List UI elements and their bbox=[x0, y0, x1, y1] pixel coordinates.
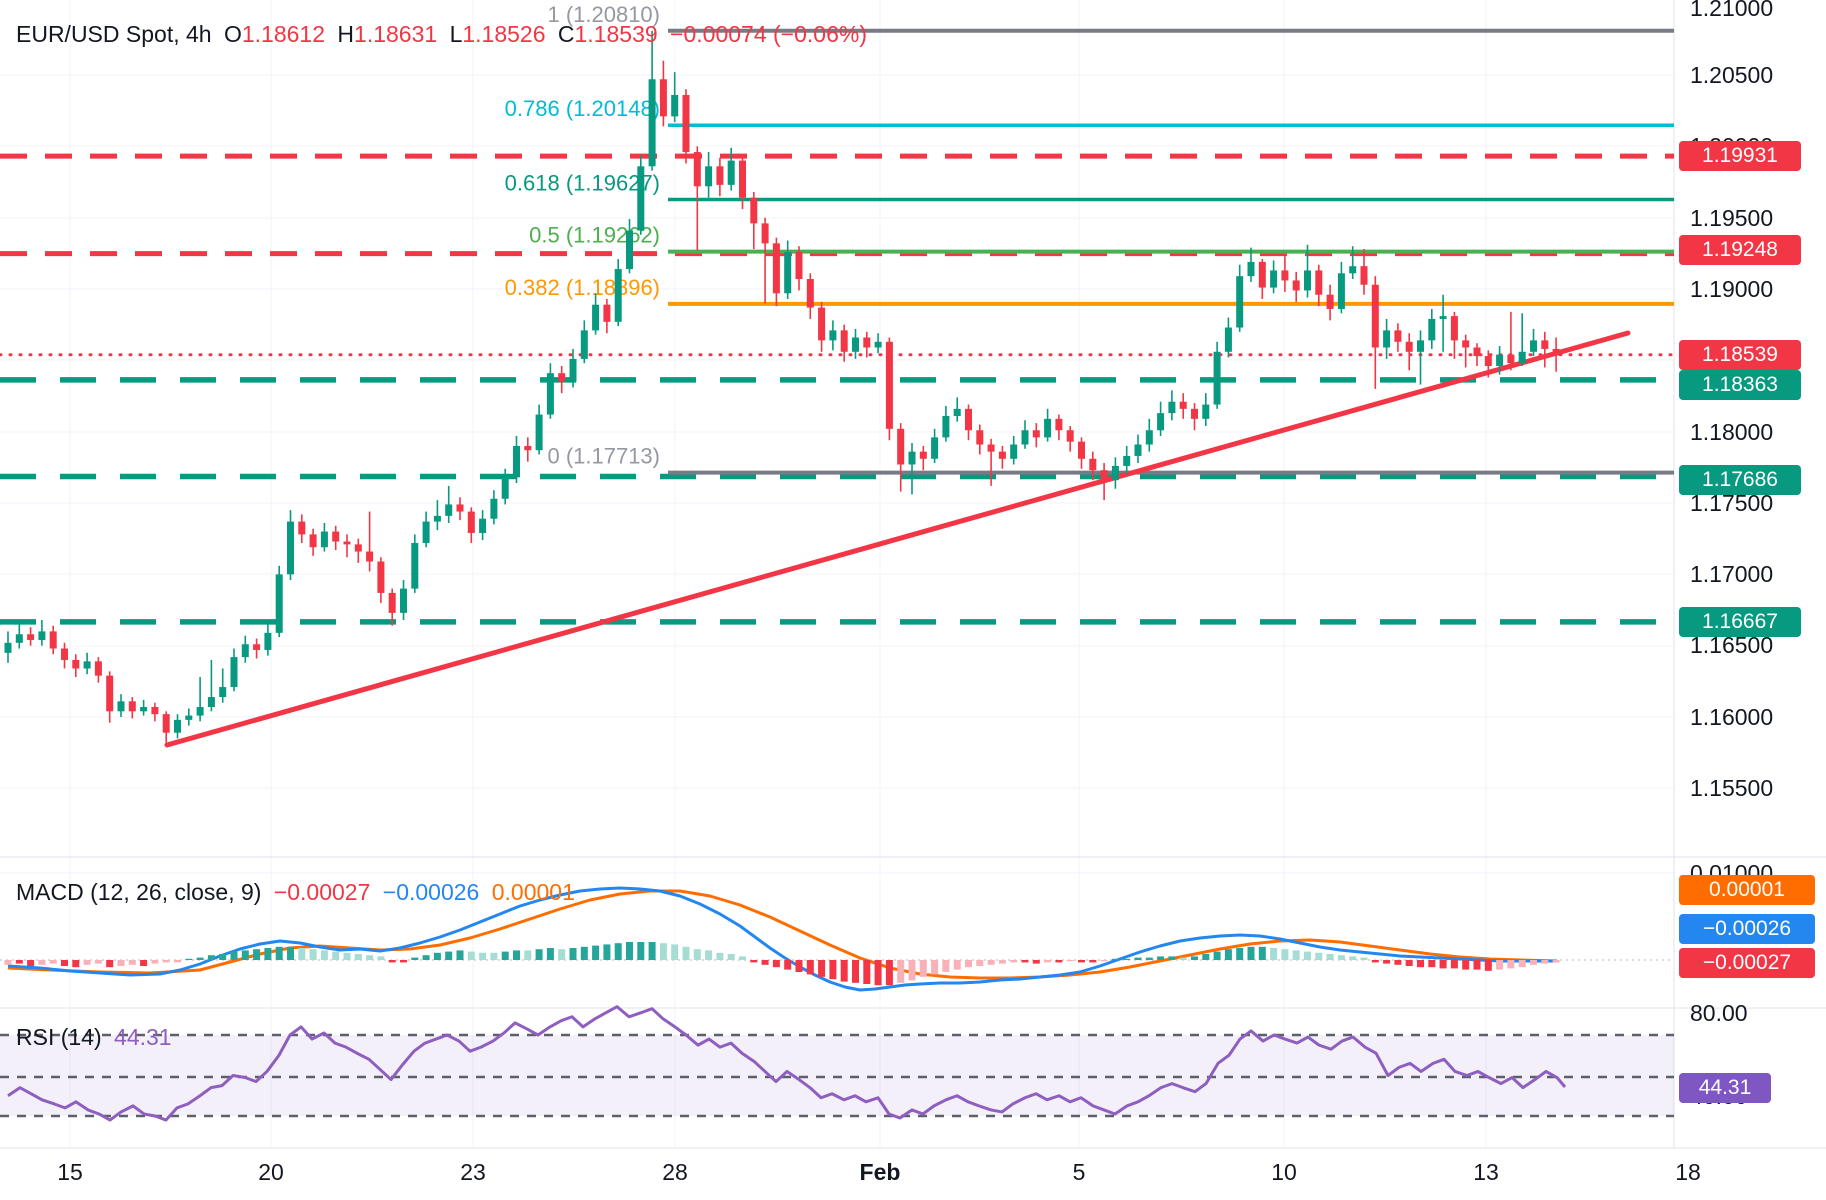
change-value: −0.00074 (−0.06%) bbox=[670, 21, 867, 47]
price-levels bbox=[0, 28, 1676, 625]
time-tick: 28 bbox=[662, 1159, 688, 1185]
rsi-value: 44.31 bbox=[114, 1024, 172, 1050]
close-label: C bbox=[557, 21, 575, 47]
grid-lines bbox=[0, 0, 1826, 1149]
fib-label: 1 (1.20810) bbox=[547, 2, 660, 27]
high-label: H bbox=[337, 21, 355, 47]
axis-badge-1.19248: 1.19248 bbox=[1679, 235, 1801, 265]
price-axis: 1.210001.205001.200001.195001.190001.180… bbox=[1690, 0, 1773, 1109]
macd-line bbox=[7, 886, 1557, 992]
low-value: 1.18526 bbox=[462, 21, 546, 47]
macd-legend: MACD (12, 26, close, 9) −0.00027 −0.0002… bbox=[16, 879, 581, 906]
low-label: L bbox=[449, 21, 463, 47]
price-tick: 1.17000 bbox=[1690, 561, 1773, 587]
price-tick: 1.16000 bbox=[1690, 704, 1773, 730]
axis-badge-1.19931: 1.19931 bbox=[1679, 141, 1801, 171]
time-tick: 15 bbox=[57, 1159, 83, 1185]
fib-label: 0.786 (1.20148) bbox=[505, 96, 660, 121]
close-value: 1.18539 bbox=[574, 21, 658, 47]
price-tick: 1.19000 bbox=[1690, 276, 1773, 302]
macd-hist-value: 0.00001 bbox=[491, 879, 575, 905]
macd-pane bbox=[0, 886, 1674, 992]
symbol-header: EUR/USD Spot, 4h O1.18612 H1.18631 L1.18… bbox=[16, 21, 873, 48]
rsi-line bbox=[7, 1005, 1567, 1122]
time-tick: 10 bbox=[1271, 1159, 1297, 1185]
macd-title[interactable]: MACD (12, 26, close, 9) bbox=[16, 879, 262, 905]
macd-signal-value: −0.00026 bbox=[382, 879, 480, 905]
price-tick: 1.21000 bbox=[1690, 0, 1773, 21]
axis-badge-44.31: 44.31 bbox=[1679, 1073, 1771, 1103]
time-axis: 15 20 23 28 Feb 5 10 13 18 bbox=[57, 1159, 1701, 1185]
open-label: O bbox=[223, 21, 242, 47]
fib-label: 0.618 (1.19627) bbox=[505, 171, 660, 196]
rsi-pane bbox=[0, 1005, 1674, 1122]
trendline[interactable] bbox=[164, 330, 1631, 748]
macd-histogram bbox=[4, 942, 1560, 986]
axis-badge-−0.00027: −0.00027 bbox=[1679, 948, 1815, 978]
symbol-title[interactable]: EUR/USD Spot, 4h bbox=[16, 21, 212, 47]
candlestick-series bbox=[4, 30, 1560, 743]
fib-label: 0.382 (1.18896) bbox=[505, 275, 660, 300]
price-tick: 1.18000 bbox=[1690, 419, 1773, 445]
axis-badge-1.18363: 1.18363 bbox=[1679, 370, 1801, 400]
fib-labels: 1 (1.20810) 0.786 (1.20148) 0.618 (1.19627… bbox=[505, 2, 660, 469]
axis-badge-1.18539: 1.18539 bbox=[1679, 340, 1801, 370]
time-tick: 20 bbox=[258, 1159, 284, 1185]
open-value: 1.18612 bbox=[241, 21, 326, 47]
time-tick: Feb bbox=[860, 1159, 901, 1185]
price-tick: 80.00 bbox=[1690, 1000, 1748, 1026]
axis-badge-−0.00026: −0.00026 bbox=[1679, 914, 1815, 944]
axis-badge-0.00001: 0.00001 bbox=[1679, 875, 1815, 905]
axis-badge-1.17686: 1.17686 bbox=[1679, 465, 1801, 495]
rsi-title[interactable]: RSI (14) bbox=[16, 1024, 102, 1050]
time-tick: 5 bbox=[1073, 1159, 1086, 1185]
macd-value: −0.00027 bbox=[273, 879, 371, 905]
time-tick: 18 bbox=[1675, 1159, 1701, 1185]
axis-badge-1.16667: 1.16667 bbox=[1679, 607, 1801, 637]
price-tick: 1.15500 bbox=[1690, 775, 1773, 801]
fib-label: 0 (1.17713) bbox=[547, 444, 660, 469]
high-value: 1.18631 bbox=[354, 21, 438, 47]
time-tick: 13 bbox=[1473, 1159, 1499, 1185]
price-tick: 1.19500 bbox=[1690, 205, 1773, 231]
price-tick: 1.20500 bbox=[1690, 62, 1773, 88]
rsi-legend: RSI (14) 44.31 bbox=[16, 1024, 178, 1051]
time-tick: 23 bbox=[460, 1159, 486, 1185]
